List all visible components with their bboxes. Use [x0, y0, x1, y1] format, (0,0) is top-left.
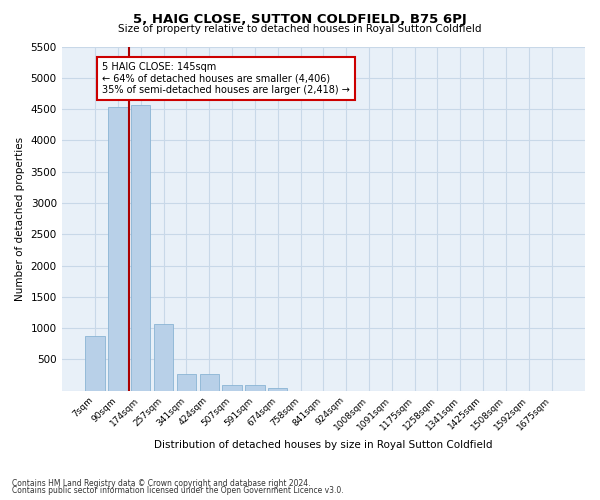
Text: 5 HAIG CLOSE: 145sqm
← 64% of detached houses are smaller (4,406)
35% of semi-de: 5 HAIG CLOSE: 145sqm ← 64% of detached h… — [102, 62, 350, 96]
Bar — [200, 374, 219, 390]
X-axis label: Distribution of detached houses by size in Royal Sutton Coldfield: Distribution of detached houses by size … — [154, 440, 493, 450]
Text: Contains HM Land Registry data © Crown copyright and database right 2024.: Contains HM Land Registry data © Crown c… — [12, 478, 311, 488]
Bar — [108, 106, 128, 391]
Bar — [177, 374, 196, 390]
Y-axis label: Number of detached properties: Number of detached properties — [15, 136, 25, 300]
Bar — [131, 106, 151, 391]
Bar — [154, 324, 173, 390]
Bar — [245, 386, 265, 390]
Text: Size of property relative to detached houses in Royal Sutton Coldfield: Size of property relative to detached ho… — [118, 24, 482, 34]
Bar — [85, 336, 105, 390]
Bar — [223, 386, 242, 390]
Text: 5, HAIG CLOSE, SUTTON COLDFIELD, B75 6PJ: 5, HAIG CLOSE, SUTTON COLDFIELD, B75 6PJ — [133, 12, 467, 26]
Text: Contains public sector information licensed under the Open Government Licence v3: Contains public sector information licen… — [12, 486, 344, 495]
Bar — [268, 388, 287, 390]
